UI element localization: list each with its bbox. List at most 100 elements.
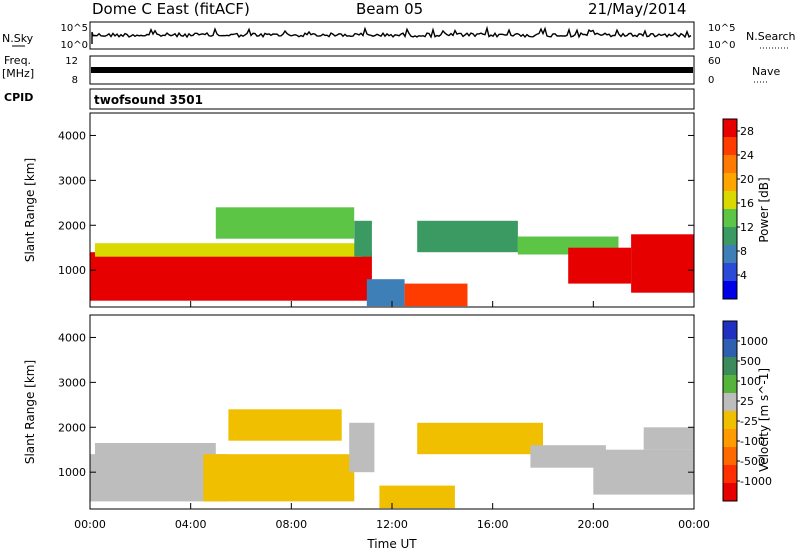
velocity-region-1 (95, 443, 216, 459)
velocity-colorbar-swatch-6 (723, 429, 737, 448)
x-tick-label-5: 20:00 (577, 518, 609, 531)
mhz-label: [MHz] (2, 67, 34, 80)
noise-trace (91, 25, 692, 44)
velocity-colorbar-tick-label-2: 100 (740, 375, 761, 388)
velocity-colorbar-tick-label-1: 500 (740, 355, 761, 368)
velocity-y-axis: 1000 2000 3000 4000 (58, 331, 694, 479)
power-ytick-label-0: 1000 (58, 264, 86, 277)
power-colorbar-swatch-7 (723, 245, 737, 264)
velocity-colorbar-swatch-3 (723, 375, 737, 394)
power-region-8 (568, 247, 632, 284)
power-colorbar-swatch-9 (723, 281, 737, 300)
freq-right-top-tick: 60 (708, 56, 721, 67)
date-title: 21/May/2014 (588, 0, 686, 18)
power-colorbar-tick-label-2: 12 (740, 221, 754, 234)
x-tick-label-6: 00:00 (678, 518, 710, 531)
velocity-region-8 (593, 449, 694, 495)
power-region-6 (417, 220, 518, 253)
power-colorbar-tick-label-0: 4 (740, 269, 747, 282)
velocity-colorbar-swatch-8 (723, 465, 737, 484)
velocity-colorbar-swatch-9 (723, 483, 737, 502)
x-tick-label-3: 12:00 (376, 518, 408, 531)
power-heatmap (90, 207, 694, 307)
power-region-4 (366, 279, 405, 307)
power-region-9 (631, 234, 694, 293)
freq-left-top-tick: 12 (65, 56, 78, 67)
power-colorbar-tick-label-4: 20 (740, 173, 754, 186)
x-tick-label-0: 00:00 (74, 518, 106, 531)
power-ytick-label-2: 3000 (58, 174, 86, 187)
power-colorbar-swatch-2 (723, 155, 737, 174)
power-colorbar-tick-label-6: 28 (740, 125, 754, 138)
x-tick-label-4: 16:00 (477, 518, 509, 531)
velocity-region-4 (349, 422, 375, 473)
station-title: Dome C East (fitACF) (92, 0, 250, 18)
velocity-region-7 (530, 445, 606, 468)
power-colorbar-swatch-0 (723, 119, 737, 138)
power-colorbar-tick-label-5: 24 (740, 149, 754, 162)
velocity-ytick-label-2: 3000 (58, 376, 86, 389)
velocity-colorbar-ticks: 1000 500 100 25 -25 -100 -500 -1000 (737, 335, 772, 488)
power-region-2 (215, 207, 355, 239)
velocity-colorbar-swatch-7 (723, 447, 737, 466)
noise-panel (89, 21, 695, 50)
power-colorbar-frame (722, 118, 738, 300)
velocity-region-5 (379, 485, 455, 509)
noise-right-bottom-tick: 10^0 (708, 40, 735, 51)
velocity-colorbar-swatch-2 (723, 357, 737, 376)
freq-panel (89, 55, 695, 85)
power-region-0 (90, 252, 372, 301)
power-colorbar-swatch-1 (723, 137, 737, 156)
power-region-1 (95, 243, 362, 257)
velocity-colorbar-tick-label-5: -100 (740, 435, 765, 448)
velocity-colorbar-tick-label-6: -500 (740, 455, 765, 468)
x-tick-label-1: 04:00 (175, 518, 207, 531)
velocity-y-label: Slant Range [km] (23, 360, 37, 464)
noise-left-top-tick: 10^5 (61, 23, 88, 34)
velocity-ytick-label-0: 1000 (58, 466, 86, 479)
velocity-heatmap (90, 409, 694, 509)
noise-right-top-tick: 10^5 (708, 23, 735, 34)
velocity-colorbar-swatch-4 (723, 393, 737, 412)
power-region-5 (404, 283, 468, 307)
freq-right-bottom-tick: 0 (708, 75, 714, 86)
velocity-colorbar-tick-label-7: -1000 (740, 475, 772, 488)
noise-left-bottom-tick: 10^0 (61, 40, 88, 51)
velocity-region-2 (203, 454, 355, 502)
velocity-ytick-label-3: 4000 (58, 331, 86, 344)
power-colorbar-tick-label-3: 16 (740, 197, 754, 210)
power-colorbar-swatch-8 (723, 263, 737, 282)
power-y-label: Slant Range [km] (23, 158, 37, 262)
velocity-colorbar-tick-label-4: -25 (740, 415, 758, 428)
x-axis-label: Time UT (366, 537, 417, 551)
nave-label: Nave (752, 65, 780, 78)
power-y-axis: 1000 2000 3000 4000 (58, 129, 694, 277)
power-colorbar-swatch-4 (723, 191, 737, 210)
velocity-region-9 (643, 427, 694, 450)
nsky-label: N.Sky (2, 32, 34, 45)
velocity-colorbar-frame (722, 320, 738, 502)
x-tick-label-2: 08:00 (275, 518, 307, 531)
power-ytick-label-1: 2000 (58, 219, 86, 232)
beam-title: Beam 05 (356, 0, 423, 18)
velocity-colorbar-tick-label-3: 25 (740, 395, 754, 408)
power-region-3 (354, 220, 372, 257)
power-colorbar-tick-label-1: 8 (740, 245, 747, 258)
cpid-panel (89, 88, 695, 110)
nsearch-label: N.Search (746, 30, 796, 43)
power-colorbar-swatch-6 (723, 227, 737, 246)
velocity-region-6 (417, 422, 543, 455)
power-colorbar (722, 118, 738, 300)
velocity-colorbar-swatch-1 (723, 339, 737, 358)
x-axis: 00:00 04:00 08:00 12:00 16:00 20:00 00:00 (74, 301, 710, 531)
power-ytick-label-3: 4000 (58, 129, 86, 142)
velocity-colorbar-swatch-0 (723, 321, 737, 340)
velocity-ytick-label-1: 2000 (58, 421, 86, 434)
cpid-text: twofsound 3501 (94, 93, 203, 107)
power-colorbar-label: Power [dB] (757, 177, 771, 242)
cpid-label: CPID (4, 91, 33, 104)
power-colorbar-swatch-5 (723, 209, 737, 228)
power-colorbar-ticks: 4 8 12 16 20 24 28 (737, 125, 754, 282)
velocity-colorbar-swatch-5 (723, 411, 737, 430)
